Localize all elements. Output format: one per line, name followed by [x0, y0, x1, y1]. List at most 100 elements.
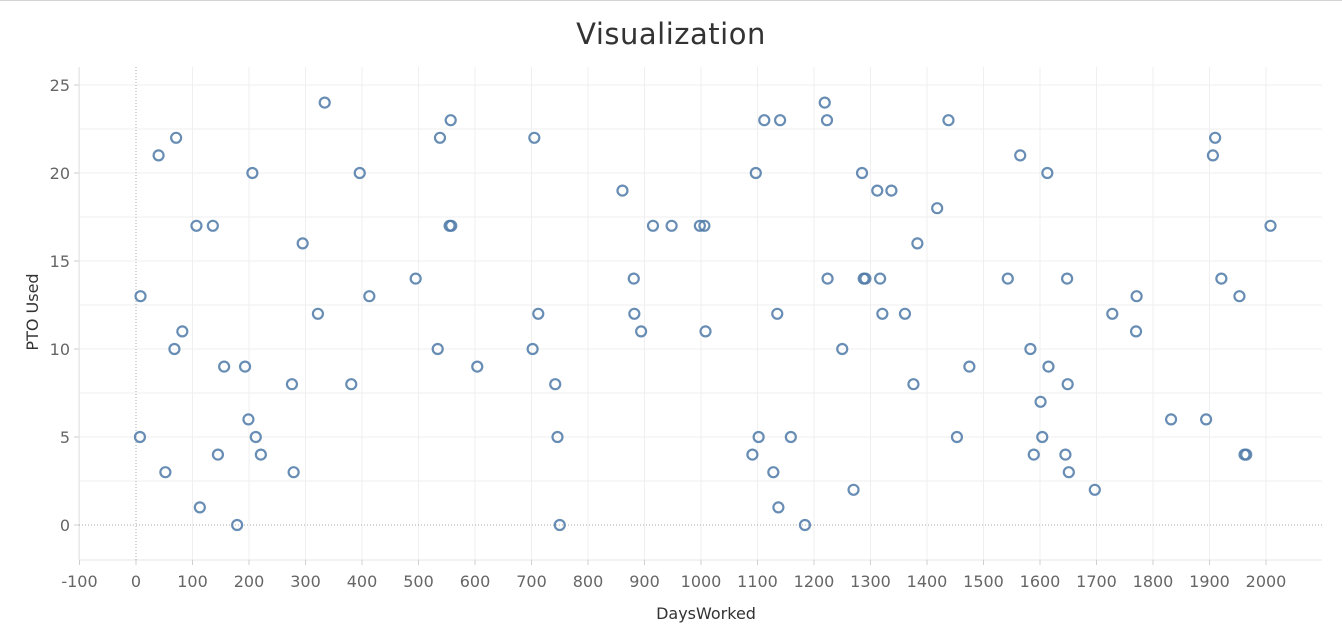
data-point [871, 184, 884, 197]
data-point [752, 430, 765, 444]
data-point [693, 219, 706, 232]
data-point [885, 184, 898, 197]
x-tick-label: 0 [131, 572, 141, 591]
data-point [1014, 149, 1027, 162]
data-point [665, 219, 678, 232]
data-point [170, 131, 183, 144]
data-point [444, 114, 457, 127]
data-point [471, 360, 484, 373]
x-tick-label: 1600 [1020, 572, 1061, 591]
data-point [345, 378, 358, 391]
data-point [409, 272, 422, 285]
x-tick-label: 200 [234, 572, 265, 591]
x-tick-label: 300 [290, 572, 321, 591]
data-point [942, 114, 955, 127]
data-point [1001, 272, 1014, 285]
data-point [311, 307, 325, 320]
x-tick-label: 800 [573, 572, 604, 591]
data-point [1264, 219, 1277, 232]
y-tick-label: 25 [50, 76, 70, 95]
data-point [1130, 290, 1143, 303]
y-tick-label: 10 [50, 340, 70, 359]
data-point [859, 272, 872, 285]
data-point [772, 501, 785, 514]
x-tick-label: 500 [403, 572, 434, 591]
data-point [1088, 483, 1101, 496]
data-point [911, 237, 924, 250]
data-point [242, 413, 255, 426]
data-point [818, 96, 831, 109]
data-point [249, 430, 262, 444]
data-point [532, 307, 545, 320]
data-point [907, 378, 920, 391]
data-point [746, 448, 759, 461]
grid-lines [78, 67, 1322, 561]
data-point [231, 518, 244, 532]
y-tick-label: 5 [60, 428, 70, 447]
x-tick-label: 1800 [1133, 572, 1174, 591]
y-tick-label: 20 [50, 164, 70, 183]
y-tick-label: 0 [60, 516, 70, 535]
data-point [876, 307, 889, 320]
data-point [211, 448, 225, 461]
x-tick-label: 600 [460, 572, 491, 591]
data-point [1036, 430, 1049, 444]
data-point [1233, 290, 1246, 303]
data-point [1041, 166, 1054, 180]
data-point [159, 466, 172, 479]
data-point [1106, 307, 1119, 320]
data-point [238, 360, 252, 373]
data-point [1240, 448, 1253, 461]
data-point [1042, 360, 1055, 373]
data-point [1034, 395, 1047, 408]
data-point [528, 131, 541, 144]
data-point [168, 342, 181, 356]
data-point [1024, 342, 1037, 356]
data-point [616, 184, 629, 197]
data-point [771, 307, 784, 320]
data-point [1200, 413, 1213, 426]
x-tick-label: 1100 [737, 572, 778, 591]
data-point [784, 430, 797, 444]
x-tick-label: 1500 [963, 572, 1004, 591]
data-point [431, 342, 444, 356]
data-point [1209, 131, 1222, 144]
x-tick-label: 100 [177, 572, 208, 591]
data-point [1206, 149, 1219, 162]
data-point [1027, 448, 1040, 461]
x-tick-label: 1400 [907, 572, 948, 591]
data-point [1129, 325, 1143, 338]
x-tick-label: -100 [61, 572, 97, 591]
data-point [193, 501, 206, 514]
data-point [285, 378, 299, 391]
x-tick-label: 400 [347, 572, 378, 591]
data-point [526, 342, 539, 356]
x-axis-title: DaysWorked [656, 604, 756, 623]
data-point [767, 466, 780, 479]
top-divider [0, 0, 1342, 1]
data-point [318, 96, 331, 109]
x-tick-label: 2000 [1246, 572, 1287, 591]
data-point [627, 272, 640, 285]
data-point [836, 342, 849, 356]
x-tick-label: 1200 [794, 572, 835, 591]
data-point [931, 202, 944, 215]
data-point [646, 219, 660, 232]
x-tick-label: 1700 [1076, 572, 1117, 591]
data-point [898, 307, 912, 320]
data-point [133, 430, 147, 444]
data-point [553, 518, 566, 532]
x-tick-label: 1300 [850, 572, 891, 591]
data-point [963, 360, 976, 373]
data-point [749, 166, 762, 180]
data-point [551, 430, 564, 444]
data-point [847, 483, 860, 496]
data-point [1059, 448, 1072, 461]
data-point [773, 114, 787, 127]
data-point [1215, 272, 1228, 285]
data-point [287, 466, 300, 479]
data-point [152, 149, 165, 162]
data-point [874, 272, 887, 285]
data-point [758, 114, 771, 127]
x-tick-label: 900 [629, 572, 660, 591]
